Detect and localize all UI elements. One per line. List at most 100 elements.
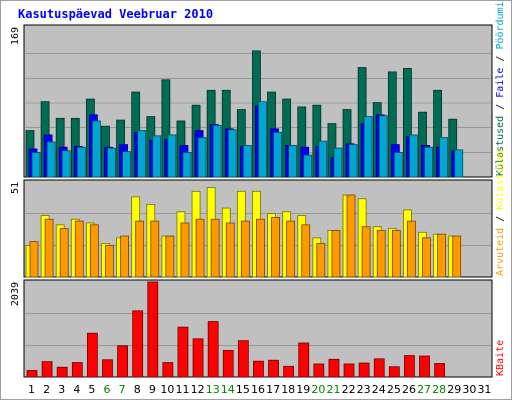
bar-middle-arvuteid-16 <box>256 218 265 278</box>
bar-bottom-kbaite-23 <box>358 362 370 378</box>
x-tick-label: 26 <box>402 383 416 396</box>
x-tick-label: 3 <box>58 383 65 396</box>
bar-top-külastused-25 <box>393 152 403 178</box>
x-tick-label: 29 <box>447 383 461 396</box>
x-tick-label: 9 <box>149 383 156 396</box>
x-tick-label: 1 <box>28 383 35 396</box>
bar-bottom-kbaite-21 <box>328 358 340 378</box>
bar-middle-arvuteid-8 <box>135 220 145 278</box>
panel-bottom: 2039 <box>10 279 493 378</box>
legend-segment: Arvuteid <box>495 228 506 276</box>
bar-bottom-kbaite-18 <box>283 365 295 378</box>
bar-middle-arvuteid-10 <box>165 235 175 278</box>
bar-top-külastused-9 <box>152 135 162 178</box>
legend-segment: Faile <box>495 68 506 98</box>
x-tick-label: 23 <box>357 383 371 396</box>
bar-bottom-kbaite-1 <box>26 370 38 378</box>
bar-middle-arvuteid-21 <box>331 230 341 278</box>
panel-top: 169 <box>10 24 493 178</box>
bar-top-külastused-19 <box>303 154 313 178</box>
bar-bottom-kbaite-24 <box>373 358 385 378</box>
bar-middle-arvuteid-25 <box>391 230 401 278</box>
bar-middle-arvuteid-24 <box>376 230 386 278</box>
bar-middle-arvuteid-19 <box>301 224 311 278</box>
bar-middle-arvuteid-7 <box>120 235 129 278</box>
legend-segment: KBaite <box>495 340 506 376</box>
bar-middle-arvuteid-17 <box>271 216 280 278</box>
x-tick-label: 19 <box>296 383 310 396</box>
x-tick-label: 14 <box>221 383 235 396</box>
bar-top-külastused-13 <box>212 124 222 178</box>
bar-bottom-kbaite-13 <box>207 321 219 378</box>
bar-top-külastused-26 <box>409 134 418 178</box>
bar-middle-arvuteid-15 <box>240 220 250 278</box>
bar-middle-arvuteid-13 <box>210 218 220 278</box>
bar-top-külastused-18 <box>288 145 298 178</box>
bar-middle-arvuteid-5 <box>89 224 99 278</box>
bar-bottom-kbaite-8 <box>132 310 144 378</box>
x-tick-label: 31 <box>477 383 491 396</box>
bar-bottom-kbaite-12 <box>192 338 204 378</box>
legend-segment: Pöördumisi <box>495 0 506 50</box>
bar-middle-arvuteid-27 <box>422 237 431 278</box>
legend-segment: Külastused <box>495 116 506 176</box>
bar-bottom-kbaite-16 <box>253 360 264 378</box>
bar-bottom-kbaite-4 <box>71 362 83 378</box>
bar-bottom-kbaite-3 <box>56 366 68 378</box>
bar-top-külastused-11 <box>182 152 192 178</box>
bar-middle-arvuteid-2 <box>44 218 54 278</box>
x-tick-label: 4 <box>73 383 80 396</box>
bar-bottom-kbaite-28 <box>434 363 446 378</box>
legend-segment: / <box>495 98 506 116</box>
x-tick-label: 8 <box>134 383 141 396</box>
bar-bottom-kbaite-22 <box>343 363 355 378</box>
x-tick-label: 21 <box>326 383 340 396</box>
bar-middle-arvuteid-18 <box>286 220 296 278</box>
legend-segment: Külastused <box>495 150 506 210</box>
bar-bottom-kbaite-17 <box>268 359 279 378</box>
bar-top-külastused-5 <box>91 120 101 178</box>
bar-middle-arvuteid-29 <box>452 235 462 278</box>
x-tick-label: 5 <box>88 383 95 396</box>
right-legend-top: Külastused / Faile / Pöördumisi <box>495 0 506 176</box>
bar-top-külastused-24 <box>378 115 388 178</box>
bar-bottom-kbaite-19 <box>298 342 310 378</box>
bar-bottom-kbaite-2 <box>41 361 53 378</box>
bar-top-külastused-20 <box>318 140 328 178</box>
legend-segment: / <box>495 210 506 228</box>
bar-middle-arvuteid-9 <box>150 220 160 278</box>
bar-bottom-kbaite-20 <box>313 363 325 378</box>
x-tick-label: 20 <box>311 383 325 396</box>
bar-top-külastused-17 <box>273 131 282 178</box>
bar-middle-arvuteid-28 <box>437 233 447 278</box>
bar-middle-arvuteid-12 <box>195 218 205 278</box>
bar-top-külastused-23 <box>363 116 373 178</box>
x-tick-label: 28 <box>432 383 446 396</box>
x-tick-label: 2 <box>43 383 50 396</box>
bar-top-külastused-4 <box>76 146 86 178</box>
bar-bottom-kbaite-15 <box>237 340 249 378</box>
bar-top-külastused-16 <box>258 101 267 178</box>
y-max-label-bottom: 2039 <box>10 282 21 306</box>
bar-middle-arvuteid-11 <box>180 222 190 278</box>
x-tick-label: 13 <box>206 383 220 396</box>
bar-bottom-kbaite-25 <box>388 366 400 378</box>
bar-top-külastused-7 <box>122 151 131 178</box>
y-max-label-middle: 51 <box>10 182 21 194</box>
bar-bottom-kbaite-9 <box>147 281 159 378</box>
right-legend-middle: Arvuteid / Külastused <box>495 150 506 276</box>
bar-top-külastused-27 <box>424 146 433 178</box>
bar-middle-arvuteid-6 <box>105 244 114 278</box>
x-tick-label: 15 <box>236 383 250 396</box>
bar-middle-arvuteid-22 <box>346 194 356 278</box>
x-tick-label: 16 <box>251 383 265 396</box>
bar-top-külastused-21 <box>333 147 343 178</box>
bar-top-külastused-28 <box>439 137 449 178</box>
chart-title: Kasutuspäevad Veebruar 2010 <box>18 7 213 21</box>
bar-middle-arvuteid-4 <box>74 220 84 278</box>
bar-top-külastused-8 <box>137 130 147 178</box>
bar-bottom-kbaite-14 <box>222 350 234 378</box>
bar-bottom-kbaite-27 <box>419 355 430 378</box>
